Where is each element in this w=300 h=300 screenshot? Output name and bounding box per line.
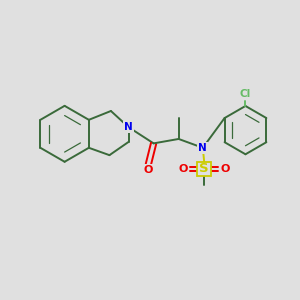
Text: N: N bbox=[198, 143, 207, 153]
Text: Cl: Cl bbox=[240, 89, 251, 99]
Text: O: O bbox=[221, 164, 230, 174]
Text: O: O bbox=[144, 165, 153, 175]
Text: N: N bbox=[124, 122, 133, 132]
Text: S: S bbox=[200, 163, 209, 176]
Text: O: O bbox=[178, 164, 188, 174]
Bar bbox=[197, 162, 211, 176]
